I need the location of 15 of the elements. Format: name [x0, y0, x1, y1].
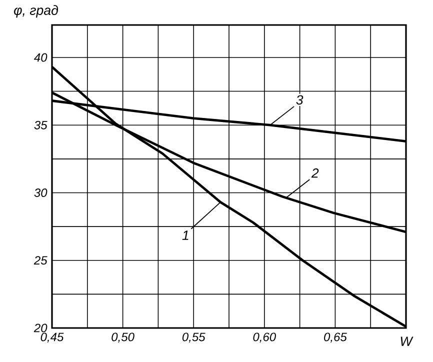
annotation: 3	[296, 95, 304, 105]
x-axis-title: W	[400, 336, 414, 346]
y-tick-label: 35	[34, 120, 48, 130]
y-tick-label: 40	[34, 53, 48, 62]
y-tick-label: 25	[34, 256, 48, 265]
x-tick-label: 0,65	[324, 332, 347, 343]
x-tick-label: 0,50	[112, 332, 134, 343]
annotation: 1	[182, 230, 188, 240]
x-tick-label: 0,60	[253, 332, 276, 343]
x-tick-label: 0,55	[182, 332, 206, 343]
x-tick-label: 0,45	[40, 332, 64, 343]
y-tick-label: 20	[34, 324, 48, 332]
y-axis-title: φ, град	[14, 5, 58, 18]
y-tick-label: 30	[34, 188, 48, 197]
annotation: 2	[311, 168, 319, 178]
